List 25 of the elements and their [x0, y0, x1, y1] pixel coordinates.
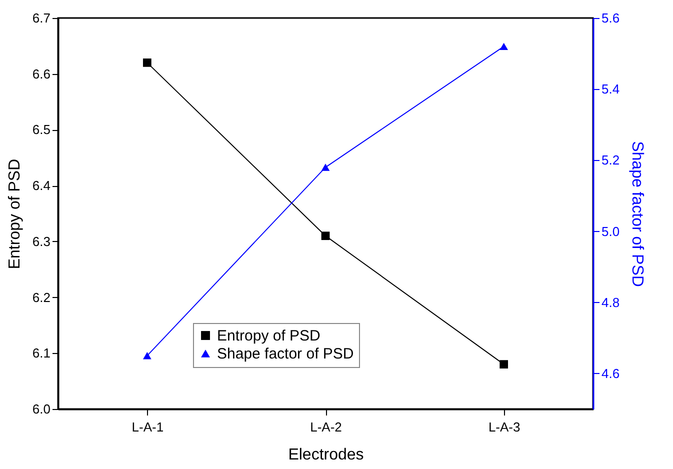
x-tick-label: L-A-3: [488, 420, 520, 434]
y-tick-label: 6.2: [32, 290, 50, 305]
y2-tick-label: 4.6: [602, 366, 620, 381]
y2-tick-label: 5.6: [602, 10, 620, 26]
y2-tick-label: 5.2: [602, 152, 620, 168]
y2-axis-title: Shape factor of PSD: [628, 141, 646, 287]
y2-tick-label: 5.4: [602, 82, 620, 97]
y-tick-label: 6.0: [32, 402, 50, 416]
y-tick-label: 6.6: [32, 66, 50, 82]
legend-label: Shape factor of PSD: [217, 346, 354, 362]
x-tick-label: L-A-2: [310, 420, 342, 434]
y-tick-label: 6.4: [32, 178, 50, 194]
y-tick-label: 6.1: [32, 346, 50, 361]
y-axis-title: Entropy of PSD: [6, 158, 24, 270]
point: [500, 360, 508, 368]
legend-label: Entropy of PSD: [217, 328, 321, 344]
y2-tick-label: 5.0: [602, 224, 620, 239]
y-tick-label: 6.3: [32, 234, 50, 249]
x-tick-label: L-A-1: [132, 420, 164, 434]
y2-tick-label: 4.8: [602, 294, 620, 310]
y-tick-label: 6.5: [32, 122, 50, 138]
y-tick-label: 6.7: [32, 10, 50, 26]
point: [142, 58, 152, 67]
x-axis-title: Electrodes: [288, 446, 364, 464]
point: [142, 352, 152, 360]
